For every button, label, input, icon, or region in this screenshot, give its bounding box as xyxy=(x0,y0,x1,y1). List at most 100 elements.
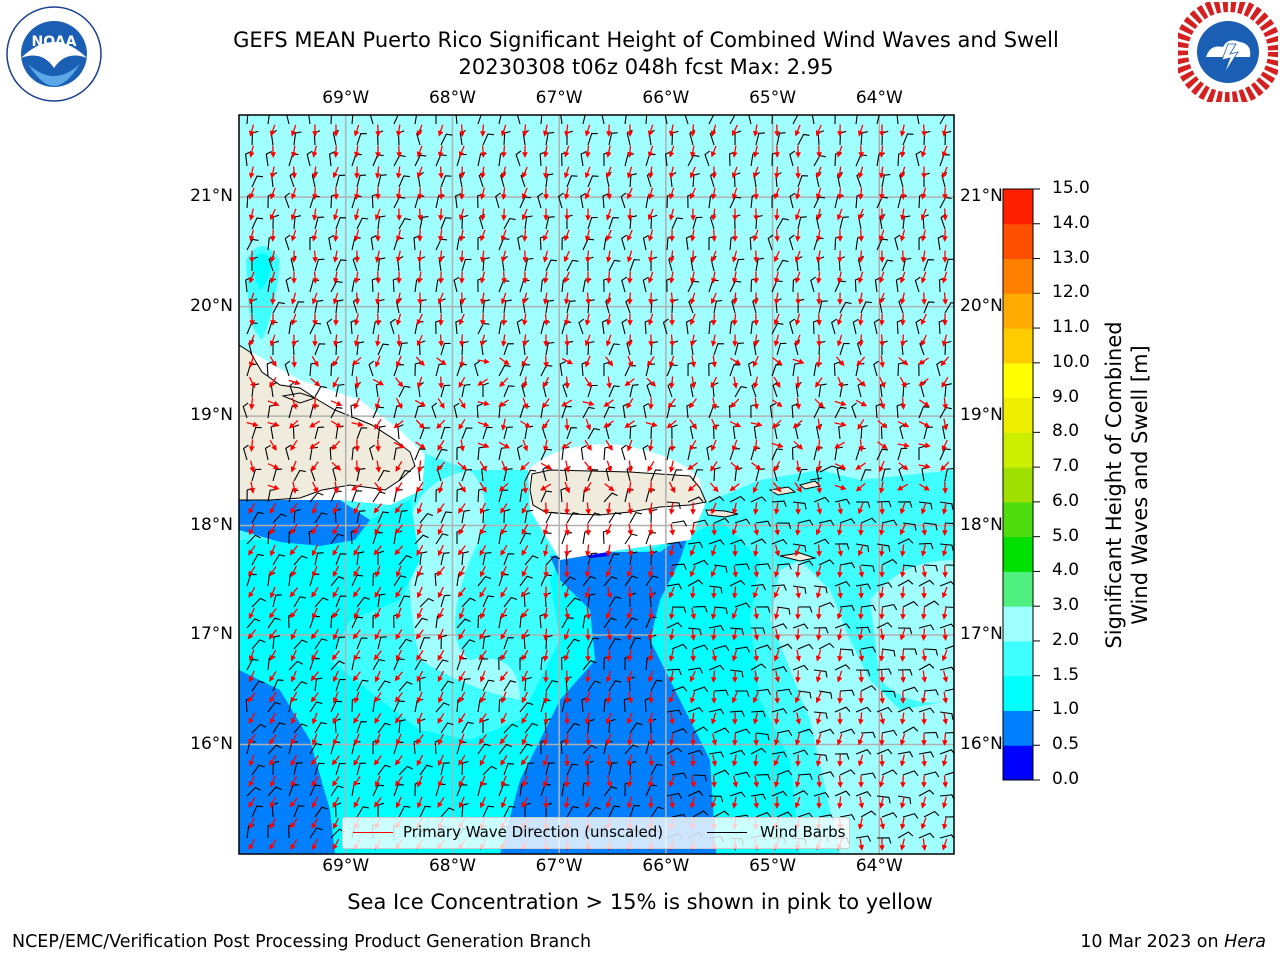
wave-arrow xyxy=(543,628,549,641)
colorbar-tick-label: 9.0 xyxy=(1052,386,1080,407)
wave-arrow xyxy=(458,250,465,263)
wave-arrow xyxy=(541,398,550,409)
wind-barb xyxy=(624,575,638,587)
wave-arrow xyxy=(248,187,255,200)
wave-arrow xyxy=(773,334,780,347)
wave-arrow xyxy=(309,441,320,450)
wind-barb xyxy=(860,646,877,653)
wind-barb xyxy=(713,517,730,524)
wave-arrow xyxy=(457,587,466,598)
wave-arrow xyxy=(564,481,571,494)
wind-barb xyxy=(620,192,627,209)
wind-barb xyxy=(897,579,914,587)
wave-arrow xyxy=(606,124,612,137)
wave-arrow xyxy=(395,586,403,598)
wave-arrow xyxy=(521,166,528,179)
wave-arrow xyxy=(942,229,948,242)
wind-barb xyxy=(629,722,643,734)
wind-barb xyxy=(629,805,641,818)
wave-arrow xyxy=(459,355,465,368)
wave-arrow xyxy=(479,271,486,284)
wave-arrow xyxy=(900,607,906,620)
wave-arrow xyxy=(604,483,615,492)
wave-arrow xyxy=(689,145,696,158)
wind-barb xyxy=(582,660,597,671)
wind-barb xyxy=(419,764,433,776)
wind-barb xyxy=(582,115,586,125)
wave-arrow xyxy=(291,334,297,347)
wave-arrow xyxy=(248,566,256,577)
wave-arrow xyxy=(732,544,738,557)
wind-barb xyxy=(545,341,555,356)
wave-arrow xyxy=(834,441,846,449)
wave-arrow xyxy=(351,483,363,491)
wind-barb xyxy=(788,234,795,251)
wind-barb xyxy=(545,555,560,566)
wind-barb xyxy=(666,709,683,716)
wave-arrow xyxy=(249,439,255,452)
wind-barb xyxy=(776,217,789,230)
wind-barb xyxy=(516,318,523,335)
wind-barb xyxy=(666,747,683,755)
wind-barb xyxy=(642,234,649,251)
wind-barb xyxy=(377,215,386,230)
wind-barb xyxy=(440,594,451,608)
wind-barb xyxy=(941,171,948,188)
wind-barb xyxy=(897,538,914,545)
wave-arrow xyxy=(458,229,465,242)
wind-barb xyxy=(687,790,704,797)
wave-arrow xyxy=(732,334,738,347)
wind-barb xyxy=(330,406,343,419)
wave-arrow xyxy=(585,292,591,305)
wind-barb xyxy=(251,639,266,650)
wave-arrow xyxy=(564,124,570,137)
wind-barb xyxy=(306,150,313,167)
wind-barb xyxy=(646,381,653,398)
wind-barb xyxy=(293,681,308,692)
wind-barb xyxy=(251,427,262,440)
wave-arrow xyxy=(477,378,488,386)
wave-arrow xyxy=(605,440,613,451)
wave-arrow xyxy=(815,187,822,200)
wave-arrow xyxy=(795,649,802,662)
wave-arrow xyxy=(921,586,927,599)
wind-barb xyxy=(813,627,829,634)
wind-barb xyxy=(771,790,788,797)
wind-barb xyxy=(356,762,367,776)
wave-arrow xyxy=(290,187,297,200)
wind-barb xyxy=(461,721,474,734)
wave-arrow xyxy=(878,586,885,599)
wind-barb xyxy=(289,381,296,398)
wave-arrow xyxy=(437,503,445,514)
wave-arrow xyxy=(542,250,549,263)
wind-barb xyxy=(455,115,458,125)
wave-arrow xyxy=(331,440,341,451)
wind-barb xyxy=(750,747,767,755)
wave-arrow xyxy=(857,250,864,263)
wave-arrow xyxy=(837,187,843,200)
wave-arrow xyxy=(710,334,717,347)
wave-arrow xyxy=(857,544,864,557)
wave-arrow xyxy=(521,629,529,640)
wave-arrow xyxy=(269,439,277,451)
wave-arrow xyxy=(668,124,675,137)
wind-barb xyxy=(944,771,954,776)
wave-arrow xyxy=(521,502,529,515)
wave-arrow xyxy=(647,439,654,452)
wave-arrow xyxy=(794,271,801,284)
wave-arrow xyxy=(247,692,256,703)
wind-barb xyxy=(860,810,877,818)
wave-arrow xyxy=(542,523,549,536)
wind-barb xyxy=(566,259,579,272)
wave-arrow xyxy=(269,523,277,535)
wave-arrow xyxy=(352,671,361,682)
wind-barb xyxy=(435,702,450,713)
wind-barb xyxy=(692,726,709,734)
wave-arrow xyxy=(270,229,276,242)
wave-arrow xyxy=(858,334,864,347)
wave-arrow xyxy=(501,271,507,284)
wind-barb xyxy=(414,448,426,461)
wave-arrow xyxy=(732,586,738,599)
wave-arrow xyxy=(942,292,948,305)
